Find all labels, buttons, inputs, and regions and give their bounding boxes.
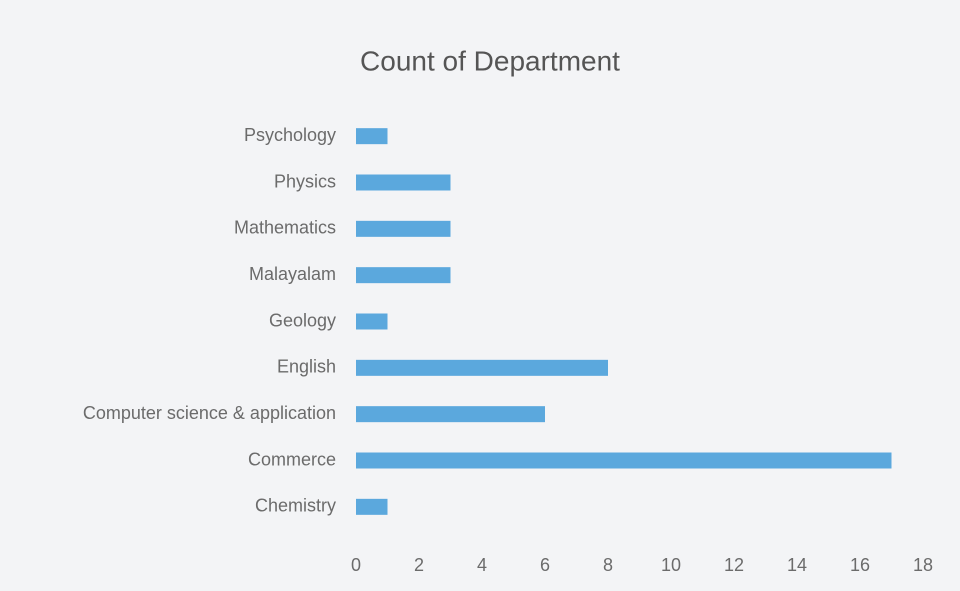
bar [356,128,388,145]
x-tick-label: 12 [724,555,744,575]
y-tick-label: Geology [269,310,336,330]
x-tick-label: 16 [850,555,870,575]
bar [356,406,545,423]
x-tick-label: 18 [913,555,933,575]
bar [356,498,388,515]
bar [356,313,388,330]
x-tick-label: 8 [603,555,613,575]
y-tick-label: English [277,357,336,377]
y-tick-label: Mathematics [234,218,336,238]
x-tick-label: 10 [661,555,681,575]
chart-title: Count of Department [360,45,620,76]
y-tick-label: Psychology [244,125,336,145]
bar [356,359,608,376]
x-tick-label: 4 [477,555,487,575]
bar [356,452,892,469]
bar [356,267,451,284]
y-tick-label: Chemistry [255,496,336,516]
x-tick-label: 6 [540,555,550,575]
bar [356,220,451,237]
x-tick-label: 14 [787,555,807,575]
y-tick-label: Commerce [248,449,336,469]
x-tick-label: 0 [351,555,361,575]
y-tick-label: Computer science & application [83,403,336,423]
y-tick-label: Physics [274,171,336,191]
y-tick-label: Malayalam [249,264,336,284]
bar [356,174,451,191]
x-tick-label: 2 [414,555,424,575]
